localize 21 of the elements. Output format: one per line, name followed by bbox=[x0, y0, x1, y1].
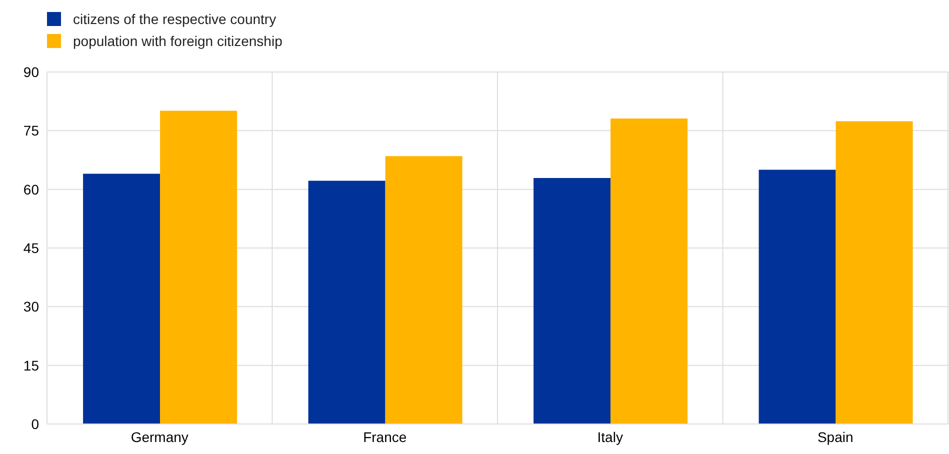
legend-label: citizens of the respective country bbox=[73, 10, 276, 29]
y-tick-label: 30 bbox=[23, 298, 40, 315]
y-tick-label: 0 bbox=[31, 416, 40, 432]
bar bbox=[758, 170, 836, 424]
x-tick-label: Italy bbox=[597, 428, 623, 445]
y-tick-label: 75 bbox=[23, 122, 40, 139]
y-tick-label: 90 bbox=[23, 64, 40, 80]
x-tick-label: Germany bbox=[130, 428, 188, 445]
x-tick-label: Spain bbox=[817, 428, 854, 445]
y-tick-label: 45 bbox=[23, 240, 40, 256]
bar bbox=[534, 178, 611, 424]
bar bbox=[610, 118, 688, 424]
x-tick-label: France bbox=[363, 428, 407, 445]
bar bbox=[836, 121, 913, 424]
y-tick-label: 60 bbox=[23, 181, 40, 198]
legend-label: population with foreign citizenship bbox=[73, 32, 282, 51]
bar bbox=[385, 156, 462, 424]
y-tick-label: 15 bbox=[23, 357, 40, 374]
bar bbox=[308, 180, 386, 424]
bar bbox=[83, 174, 160, 424]
bar bbox=[160, 110, 238, 424]
